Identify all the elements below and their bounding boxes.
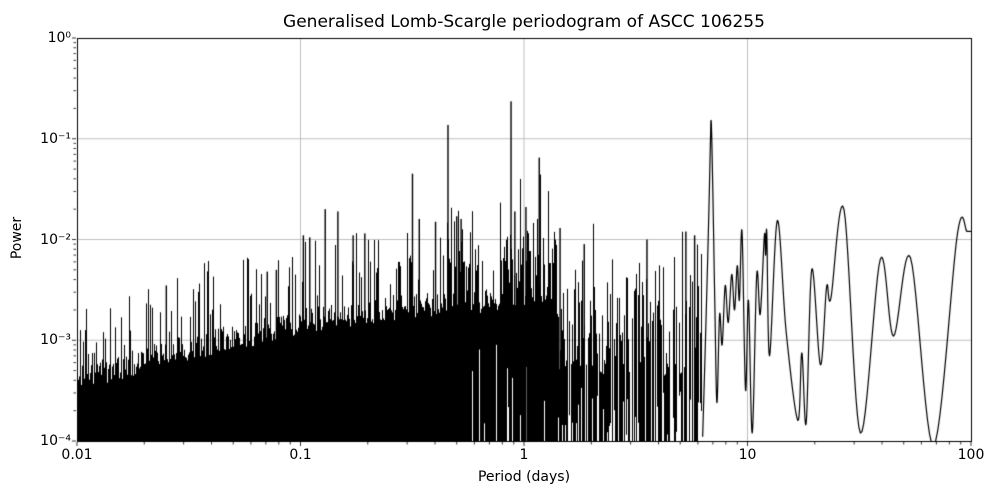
y-tick-label: 10⁻¹ bbox=[40, 130, 71, 147]
x-tick-label: 0.1 bbox=[289, 447, 312, 463]
y-tick-label: 10⁻³ bbox=[40, 332, 71, 349]
y-tick-label: 10⁰ bbox=[47, 30, 71, 46]
x-tick-label: 10 bbox=[738, 447, 757, 463]
x-tick-label: 0.01 bbox=[61, 447, 93, 463]
x-axis-label: Period (days) bbox=[477, 469, 571, 485]
y-tick-label: 10⁻⁴ bbox=[40, 433, 71, 449]
y-tick-label: 10⁻² bbox=[40, 231, 71, 248]
x-tick-label: 1 bbox=[519, 447, 529, 463]
y-axis-label: Power bbox=[9, 216, 25, 260]
chart-title: Generalised Lomb-Scargle periodogram of … bbox=[283, 12, 765, 32]
x-tick-label: 100 bbox=[957, 447, 985, 463]
